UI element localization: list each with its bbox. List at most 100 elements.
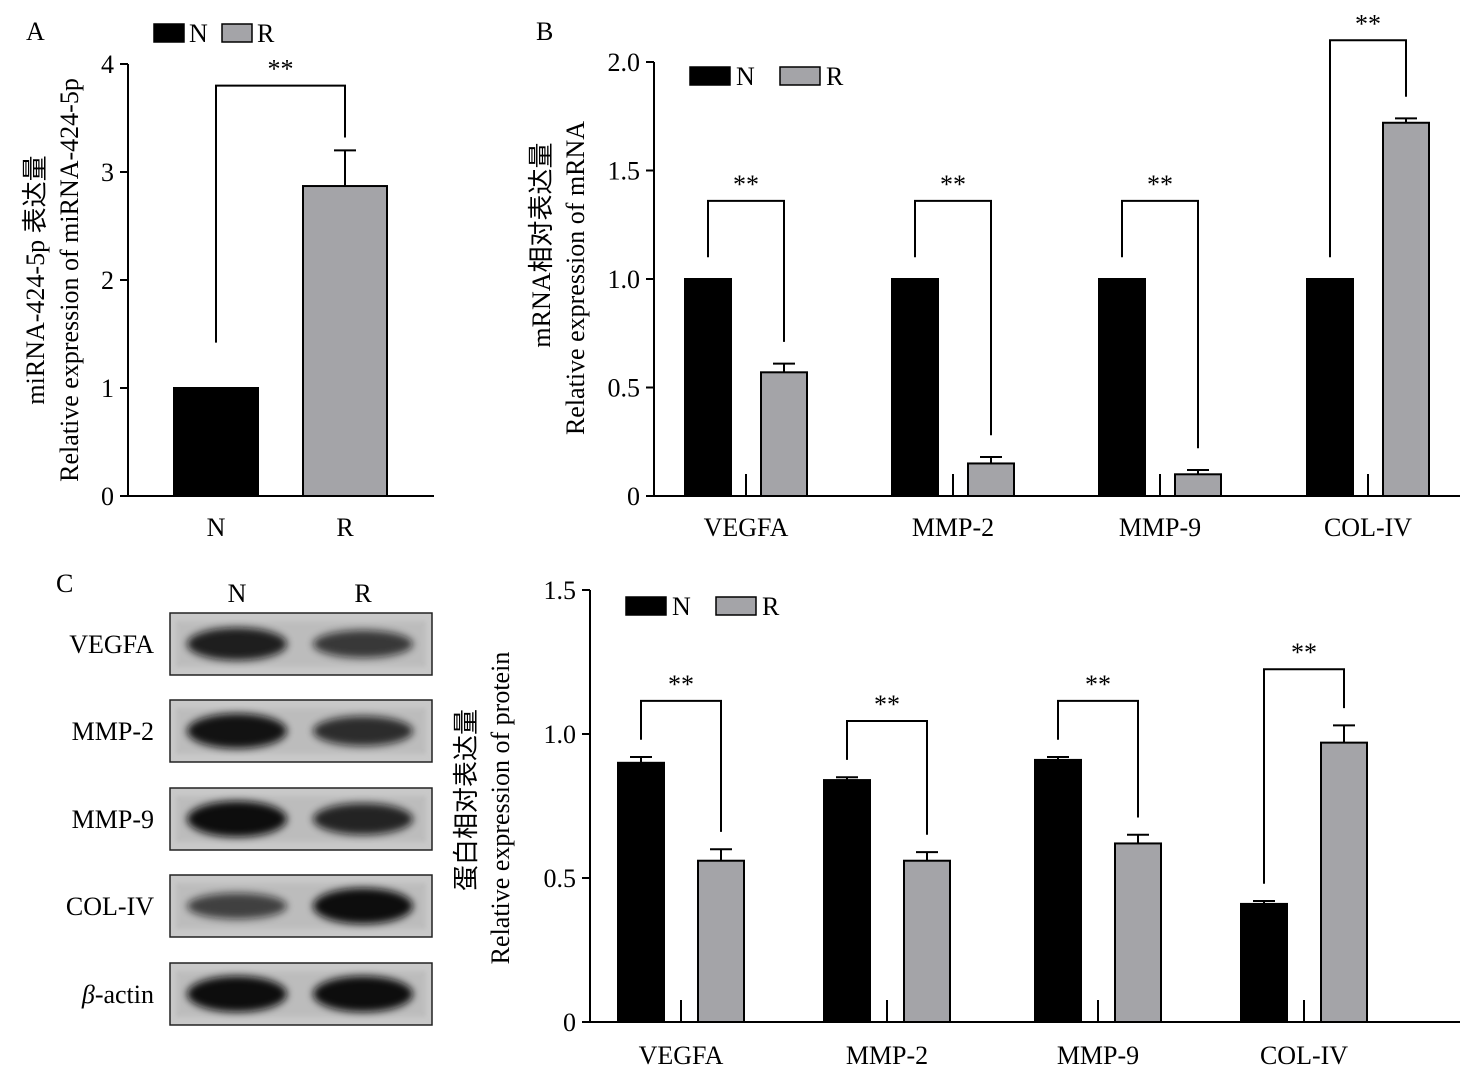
legend-a: N R bbox=[153, 19, 275, 48]
bar-r bbox=[903, 859, 951, 1023]
blot-row-label: MMP-9 bbox=[72, 805, 154, 834]
blot-band bbox=[313, 888, 413, 924]
blot-band bbox=[313, 716, 413, 746]
legend-b: N R bbox=[689, 62, 844, 91]
significance-label: ** bbox=[1147, 170, 1173, 199]
blot-row-label: VEGFA bbox=[69, 630, 154, 659]
bar bbox=[302, 185, 388, 497]
y-axis-title-c: 蛋白相对表达量 bbox=[452, 709, 481, 891]
blot-row: MMP-2 bbox=[72, 699, 433, 763]
blot-strips: VEGFA MMP-2 MMP-9 COL-IV β-actin bbox=[66, 612, 433, 1026]
significance-label: ** bbox=[268, 55, 294, 84]
legend-swatch-r bbox=[715, 596, 757, 616]
significance-bracket bbox=[640, 699, 722, 832]
legend-swatch-n bbox=[153, 23, 185, 43]
bar-n bbox=[1240, 902, 1288, 1023]
legend-swatch-r bbox=[779, 66, 821, 86]
blot-band bbox=[187, 801, 287, 837]
x-tick-label: MMP-2 bbox=[846, 1041, 928, 1070]
significance-bracket bbox=[846, 720, 928, 835]
y-axis-title-b: mRNA相对表达量 bbox=[527, 142, 556, 347]
chart-panel-a: A N R miRNA-424-5p 表达量 Relative expressi… bbox=[21, 17, 434, 542]
blot-row-label: β-actin bbox=[81, 980, 154, 1009]
significance-label: ** bbox=[940, 170, 966, 199]
blot-row-label: MMP-2 bbox=[72, 717, 154, 746]
blot-band bbox=[313, 803, 413, 835]
significance-label: ** bbox=[1291, 638, 1317, 667]
panel-label-a: A bbox=[26, 17, 45, 46]
significance-label: ** bbox=[1355, 9, 1381, 38]
legend-c: N R bbox=[625, 592, 780, 621]
x-tick-label: MMP-9 bbox=[1057, 1041, 1139, 1070]
x-tick-label: MMP-9 bbox=[1119, 513, 1201, 542]
blot-band bbox=[187, 627, 287, 661]
bar-r bbox=[967, 462, 1015, 498]
bar-r bbox=[1174, 473, 1222, 497]
blot-row: MMP-9 bbox=[72, 787, 433, 851]
bar-r bbox=[1320, 741, 1368, 1023]
significance-bracket bbox=[1121, 199, 1199, 449]
y-tick-label: 4 bbox=[101, 50, 114, 79]
significance-bracket bbox=[215, 84, 346, 343]
x-tick-label: COL-IV bbox=[1324, 513, 1412, 542]
y-tick-label: 1.0 bbox=[544, 720, 577, 749]
blot-row: β-actin bbox=[81, 962, 433, 1026]
x-tick-label: MMP-2 bbox=[912, 513, 994, 542]
y-tick-label: 0 bbox=[101, 482, 114, 511]
significance-label: ** bbox=[668, 670, 694, 699]
plot-area-b: 0 0.5 1.0 1.5 2.0 VEGFA ** MMP-2 ** MMP-9 ** COL-IV… bbox=[608, 9, 1460, 542]
y-tick-label: 0 bbox=[627, 482, 640, 511]
bar-r bbox=[1114, 842, 1162, 1023]
significance-bracket bbox=[1057, 699, 1139, 818]
y-tick-label: 2.0 bbox=[608, 48, 641, 77]
legend-label-n: N bbox=[672, 592, 691, 621]
bar-n bbox=[617, 761, 665, 1023]
y-axis-title-c-en: Relative expression of protein bbox=[486, 652, 515, 965]
legend-label-n: N bbox=[189, 19, 208, 48]
legend-label-r: R bbox=[762, 592, 780, 621]
x-tick-label: VEGFA bbox=[704, 513, 789, 542]
bar-r bbox=[760, 371, 808, 497]
significance-label: ** bbox=[1085, 670, 1111, 699]
x-tick-label: VEGFA bbox=[639, 1041, 724, 1070]
blot-row: VEGFA bbox=[69, 612, 433, 676]
x-tick-label: COL-IV bbox=[1260, 1041, 1348, 1070]
y-tick-label: 0.5 bbox=[608, 374, 641, 403]
y-tick-label: 1.5 bbox=[544, 576, 577, 605]
x-tick-label: R bbox=[336, 513, 354, 542]
bar-n bbox=[1306, 278, 1354, 497]
chart-panel-b: B N R mRNA相对表达量 Relative expression of m… bbox=[527, 9, 1460, 542]
significance-label: ** bbox=[874, 690, 900, 719]
plot-area-c: 0 0.5 1.0 1.5 VEGFA ** MMP-2 ** MMP-9 ** COL-IV ** bbox=[544, 576, 1460, 1070]
y-tick-label: 0.5 bbox=[544, 864, 577, 893]
blot-row-label: COL-IV bbox=[66, 892, 154, 921]
significance-bracket bbox=[914, 199, 992, 436]
y-tick-label: 1.5 bbox=[608, 157, 641, 186]
blot-band bbox=[187, 713, 287, 749]
significance-bracket bbox=[1329, 39, 1407, 258]
bar-n bbox=[823, 779, 871, 1024]
significance-bracket bbox=[1263, 668, 1345, 884]
x-tick-label: N bbox=[207, 513, 226, 542]
bar-n bbox=[1098, 278, 1146, 497]
y-tick-label: 1.0 bbox=[608, 265, 641, 294]
bar bbox=[173, 387, 259, 497]
y-axis-title-b-en: Relative expression of mRNA bbox=[561, 121, 590, 435]
y-tick-label: 0 bbox=[563, 1008, 576, 1037]
panel-label-b: B bbox=[536, 17, 553, 46]
bar-r bbox=[1382, 121, 1430, 497]
bar-n bbox=[891, 278, 939, 497]
chart-panel-c: N R 蛋白相对表达量 Relative expression of prote… bbox=[452, 576, 1460, 1070]
blot-row: COL-IV bbox=[66, 874, 433, 938]
blot-band bbox=[187, 976, 287, 1012]
y-axis-title-a-en: Relative expression of miRNA-424-5p bbox=[55, 78, 84, 482]
y-tick-label: 3 bbox=[101, 158, 114, 187]
significance-bracket bbox=[707, 199, 785, 342]
legend-swatch-r bbox=[221, 23, 253, 43]
y-tick-label: 2 bbox=[101, 266, 114, 295]
lane-label-n: N bbox=[228, 579, 247, 608]
legend-swatch-n bbox=[689, 66, 731, 86]
legend-label-r: R bbox=[826, 62, 844, 91]
bar-n bbox=[684, 278, 732, 497]
blot-band bbox=[313, 976, 413, 1012]
